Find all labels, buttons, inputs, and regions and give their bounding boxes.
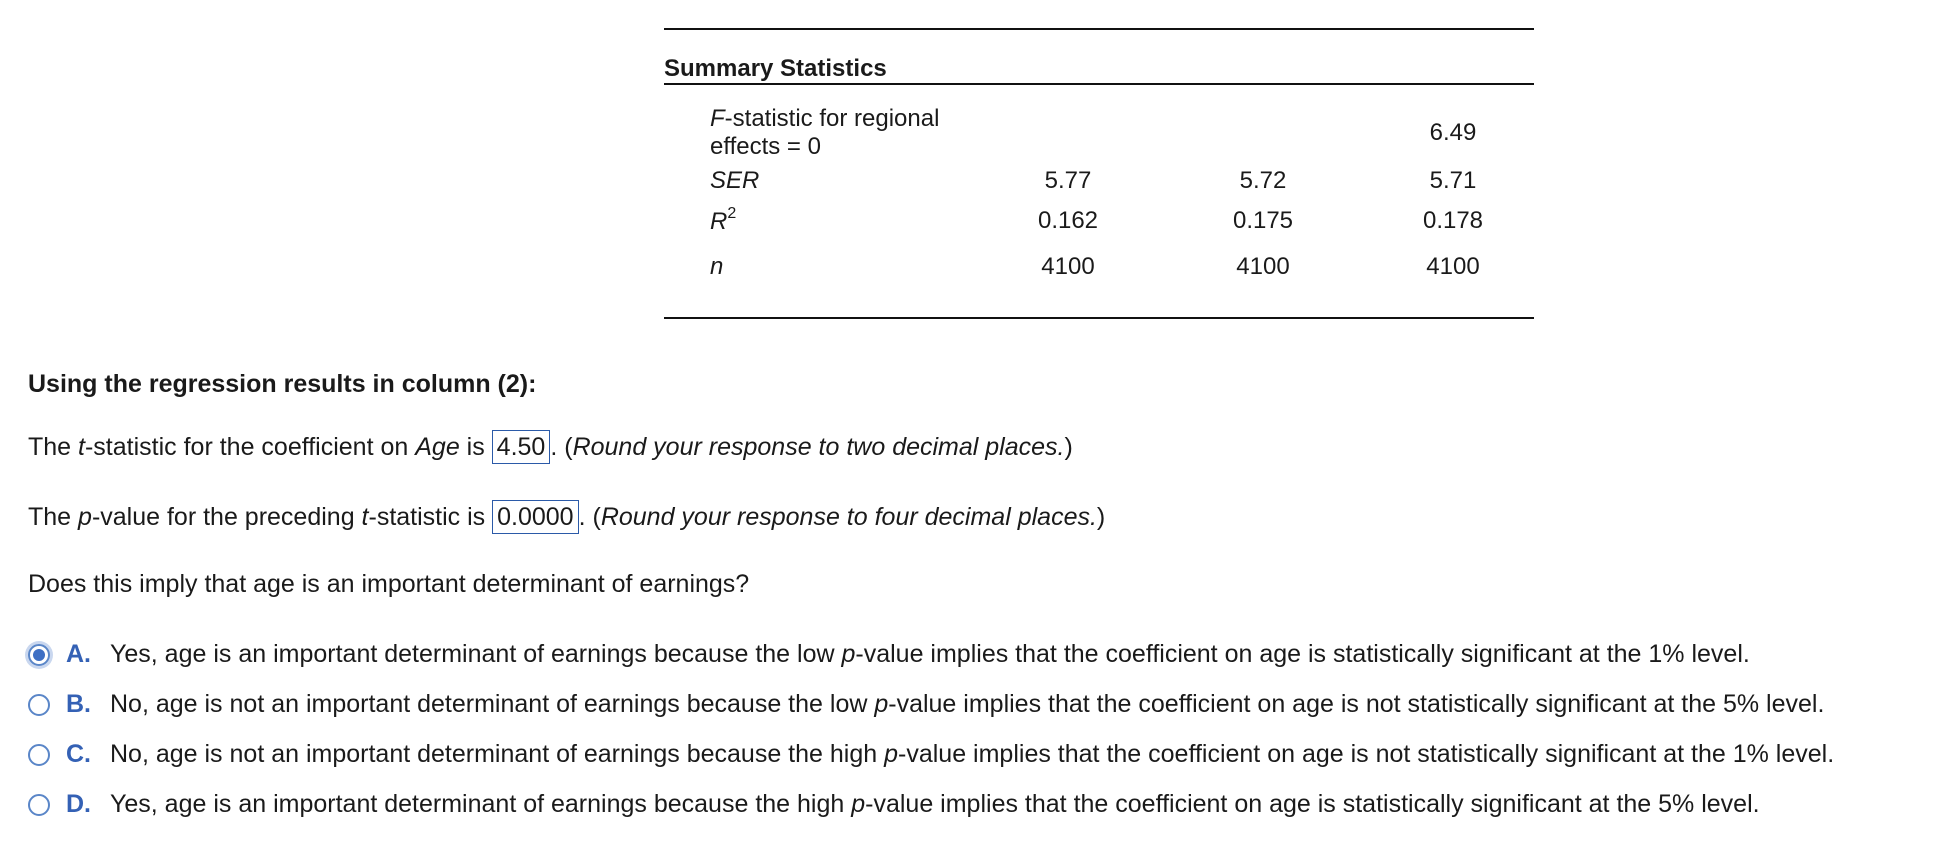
- table-row-ser: SER 5.77 5.72 5.71: [664, 161, 1523, 201]
- age-variable: Age: [415, 433, 460, 461]
- p-line-text-2: -value for the preceding: [91, 503, 362, 531]
- r-superscript: 2: [727, 204, 737, 222]
- cell-ser-col3: 5.71: [1429, 167, 1477, 194]
- table-row-r2: R2 0.162 0.175 0.178: [664, 201, 1523, 241]
- option-c-text-1: No, age is not an important determinant …: [110, 740, 885, 768]
- table-row-f-statistic: F-statistic for regional effects = 0 6.4…: [664, 105, 1523, 161]
- p-line-text-3: -statistic is: [368, 503, 493, 531]
- top-rule: [664, 28, 1534, 30]
- option-d-p: p: [851, 790, 866, 818]
- cell-r2-col1: 0.162: [1037, 207, 1099, 234]
- header-rule: [664, 83, 1534, 85]
- cell-r2-col3: 0.178: [1422, 207, 1484, 234]
- cell-f-col2: [1143, 105, 1383, 161]
- radio-unselected-icon[interactable]: [28, 743, 50, 766]
- option-a-text-1: Yes, age is an important determinant of …: [110, 640, 842, 668]
- bottom-rule: [664, 317, 1534, 319]
- p-symbol: p: [78, 503, 92, 531]
- option-b-p: p: [874, 690, 889, 718]
- f-symbol: F: [710, 105, 725, 132]
- cell-ser-col1: 5.77: [1044, 167, 1092, 194]
- radio-unselected-icon[interactable]: [28, 693, 50, 716]
- cell-f-col1: [993, 105, 1143, 161]
- option-text: Yes, age is an important determinant of …: [110, 640, 1750, 669]
- cell-f-col3: 6.49: [1429, 119, 1477, 146]
- p-round-hint: Round your response to four decimal plac…: [600, 503, 1097, 531]
- t-line-text-1: The: [28, 433, 79, 461]
- radio-selected-icon[interactable]: [28, 643, 50, 666]
- t-round-hint: Round your response to two decimal place…: [572, 433, 1065, 461]
- t-line-text-3: is: [459, 433, 492, 461]
- cell-r2-col2: 0.175: [1232, 207, 1294, 234]
- option-a[interactable]: A. Yes, age is an important determinant …: [28, 640, 1750, 669]
- option-text: No, age is not an important determinant …: [110, 740, 1834, 769]
- p-value-line: The p-value for the preceding t-statisti…: [28, 500, 1105, 534]
- option-b-text-2: -value implies that the coefficient on a…: [888, 690, 1825, 718]
- cell-n-col2: 4100: [1236, 253, 1290, 280]
- cell-ser-col2: 5.72: [1239, 167, 1287, 194]
- cell-n-col3: 4100: [1426, 253, 1480, 280]
- row-label-r2: R2: [664, 201, 993, 241]
- option-a-text-2: -value implies that the coefficient on a…: [855, 640, 1750, 668]
- t-statistic-answer-box[interactable]: 4.50: [491, 430, 551, 464]
- p-line-text-1: The: [28, 503, 79, 531]
- summary-table: F-statistic for regional effects = 0 6.4…: [664, 105, 1523, 293]
- radio-unselected-icon[interactable]: [28, 793, 50, 816]
- option-c-text-2: -value implies that the coefficient on a…: [898, 740, 1835, 768]
- option-b-text-1: No, age is not an important determinant …: [110, 690, 875, 718]
- p-value-answer-box[interactable]: 0.0000: [492, 500, 579, 534]
- option-d-text-1: Yes, age is an important determinant of …: [110, 790, 852, 818]
- t-line-text-5: ): [1064, 433, 1073, 461]
- option-letter: C.: [66, 740, 91, 768]
- summary-title: Summary Statistics: [664, 55, 887, 82]
- option-text: Yes, age is an important determinant of …: [110, 790, 1760, 819]
- row-label-f-statistic: F-statistic for regional effects = 0: [664, 105, 993, 161]
- t-symbol-2: t: [361, 503, 369, 531]
- option-d[interactable]: D. Yes, age is an important determinant …: [28, 790, 1760, 819]
- option-b[interactable]: B. No, age is not an important determina…: [28, 690, 1824, 719]
- t-statistic-line: The t-statistic for the coefficient on A…: [28, 430, 1073, 464]
- row-label-ser: SER: [710, 167, 760, 194]
- cell-n-col1: 4100: [1041, 253, 1095, 280]
- option-letter: A.: [66, 640, 91, 668]
- option-letter: D.: [66, 790, 91, 818]
- r-symbol: R: [710, 207, 728, 235]
- option-text: No, age is not an important determinant …: [110, 690, 1824, 719]
- option-c-p: p: [884, 740, 899, 768]
- t-symbol: t: [78, 433, 85, 461]
- option-a-p: p: [841, 640, 856, 668]
- summary-statistics-panel: Summary Statistics F-statistic for regio…: [664, 28, 1534, 319]
- table-row-n: n 4100 4100 4100: [664, 241, 1523, 293]
- f-label-text: -statistic for regional effects = 0: [710, 105, 940, 160]
- t-line-text-2: -statistic for the coefficient on: [84, 433, 416, 461]
- question-prompt: Does this imply that age is an important…: [28, 570, 750, 598]
- p-line-text-5: ): [1096, 503, 1106, 531]
- option-c[interactable]: C. No, age is not an important determina…: [28, 740, 1834, 769]
- row-label-n: n: [710, 253, 724, 280]
- t-line-text-4: . (: [550, 433, 573, 461]
- option-d-text-2: -value implies that the coefficient on a…: [865, 790, 1760, 818]
- option-letter: B.: [66, 690, 91, 718]
- question-heading: Using the regression results in column (…: [28, 370, 537, 398]
- p-line-text-4: . (: [578, 503, 601, 531]
